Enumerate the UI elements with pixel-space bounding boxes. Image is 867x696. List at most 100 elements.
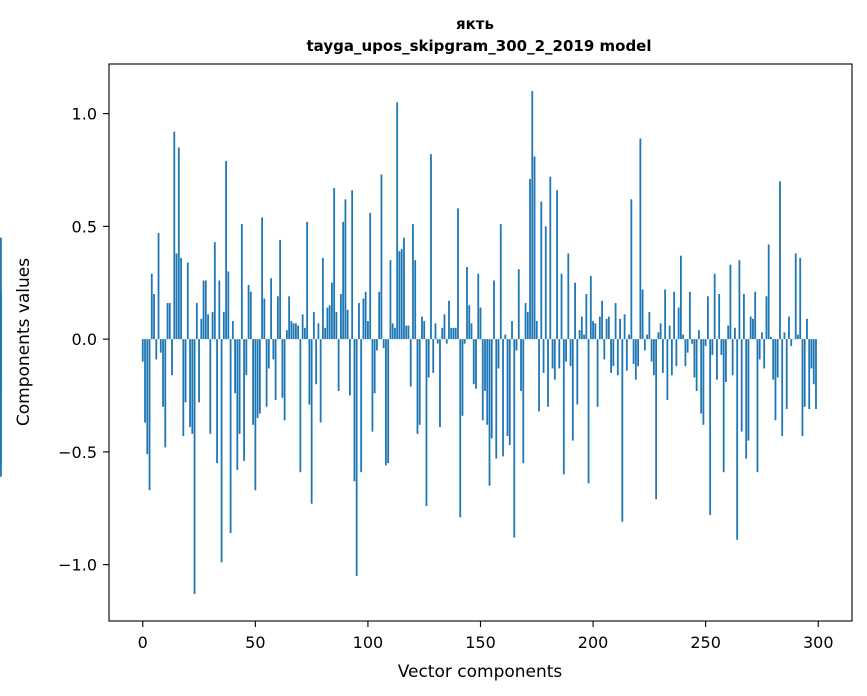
- bar-230: [659, 323, 662, 340]
- bar-146: [470, 323, 473, 340]
- bar-225: [648, 312, 651, 340]
- bar-168: [520, 339, 522, 391]
- bar-254: [713, 273, 716, 340]
- bar-109: [387, 339, 390, 464]
- bar-284: [781, 339, 784, 437]
- bar-55: [265, 339, 268, 407]
- bar-44: [240, 224, 243, 340]
- bar-209: [612, 339, 615, 367]
- bar-273: [756, 339, 759, 473]
- bar-136: [448, 300, 450, 340]
- bar-221: [639, 138, 642, 340]
- bar-189: [567, 253, 570, 340]
- bar-212: [619, 318, 621, 340]
- bar-8: [159, 339, 162, 353]
- bar-287: [788, 316, 790, 340]
- bar-4: [150, 273, 153, 340]
- bar-49: [252, 339, 254, 425]
- bar-197: [585, 294, 588, 340]
- bar-195: [580, 316, 583, 340]
- bar-238: [677, 307, 680, 340]
- bar-241: [684, 339, 687, 367]
- bar-72: [303, 327, 306, 340]
- bar-192: [574, 282, 576, 340]
- bar-276: [763, 339, 766, 369]
- bar-233: [666, 339, 669, 401]
- bar-191: [571, 339, 574, 441]
- bar-245: [693, 339, 696, 378]
- bar-283: [779, 181, 781, 340]
- bar-135: [445, 339, 448, 344]
- bar-194: [578, 330, 581, 340]
- bar-266: [740, 339, 743, 432]
- bar-62: [281, 339, 284, 398]
- bar-39: [229, 339, 232, 534]
- bar-272: [754, 291, 757, 340]
- bar-215: [625, 339, 628, 371]
- bar-298: [812, 339, 815, 385]
- bar-260: [727, 325, 730, 340]
- bar-85: [333, 188, 336, 340]
- bar-9: [162, 339, 164, 407]
- bar-20: [186, 262, 189, 340]
- bar-288: [790, 339, 793, 346]
- bar-235: [670, 339, 673, 376]
- bar-83: [328, 305, 331, 340]
- bar-98: [362, 298, 365, 340]
- chart-title-line1: якть: [456, 15, 494, 33]
- bar-67: [292, 323, 295, 340]
- y-tick-label: 1.0: [72, 105, 97, 124]
- bar-226: [650, 339, 653, 362]
- bar-41: [234, 339, 236, 394]
- bar-18: [182, 339, 185, 437]
- bar-274: [758, 339, 761, 360]
- bar-155: [490, 339, 493, 439]
- bar-218: [632, 339, 635, 364]
- chart-title-line2: tayga_upos_skipgram_300_2_2019 model: [307, 37, 652, 55]
- bar-57: [270, 278, 273, 340]
- y-axis-ticks: 1.0 0.5 0.0 −0.5 −1.0: [58, 105, 109, 575]
- bar-60: [276, 296, 279, 340]
- bar-294: [803, 339, 806, 407]
- bar-174: [533, 156, 536, 340]
- bar-264: [736, 339, 739, 540]
- bar-285: [783, 332, 786, 340]
- bar-185: [558, 339, 561, 369]
- bar-229: [657, 332, 660, 340]
- bar-undefined: [0, 339, 2, 477]
- bar-61: [279, 239, 282, 340]
- bar-141: [459, 339, 462, 518]
- bar-56: [267, 339, 270, 369]
- bar-269: [747, 339, 750, 441]
- bar-297: [810, 339, 813, 369]
- bar-175: [535, 321, 538, 340]
- bar-22: [191, 339, 194, 434]
- bar-259: [725, 339, 727, 382]
- bar-200: [592, 321, 594, 340]
- bar-115: [400, 248, 403, 340]
- bar-252: [709, 339, 712, 516]
- bar-202: [596, 339, 599, 407]
- bar-255: [716, 339, 718, 380]
- bar-10: [164, 339, 167, 448]
- bar-247: [698, 330, 700, 340]
- bar-25: [198, 339, 200, 403]
- bar-158: [497, 339, 500, 369]
- bar-268: [745, 339, 748, 459]
- bar-139: [454, 327, 457, 340]
- bar-75: [310, 339, 313, 504]
- bar-108: [385, 339, 387, 466]
- bar-265: [738, 260, 741, 340]
- bar-248: [700, 339, 703, 414]
- x-tick-label: 300: [803, 633, 834, 652]
- y-tick-label: 0.0: [72, 330, 97, 349]
- bar-46: [245, 339, 248, 376]
- bar-40: [231, 321, 234, 340]
- bar-128: [430, 154, 432, 340]
- bar-193: [576, 339, 579, 405]
- bar-14: [173, 131, 176, 340]
- bar-234: [668, 325, 671, 340]
- bar-251: [707, 296, 709, 340]
- bar-103: [373, 339, 376, 394]
- bar-30: [209, 339, 212, 434]
